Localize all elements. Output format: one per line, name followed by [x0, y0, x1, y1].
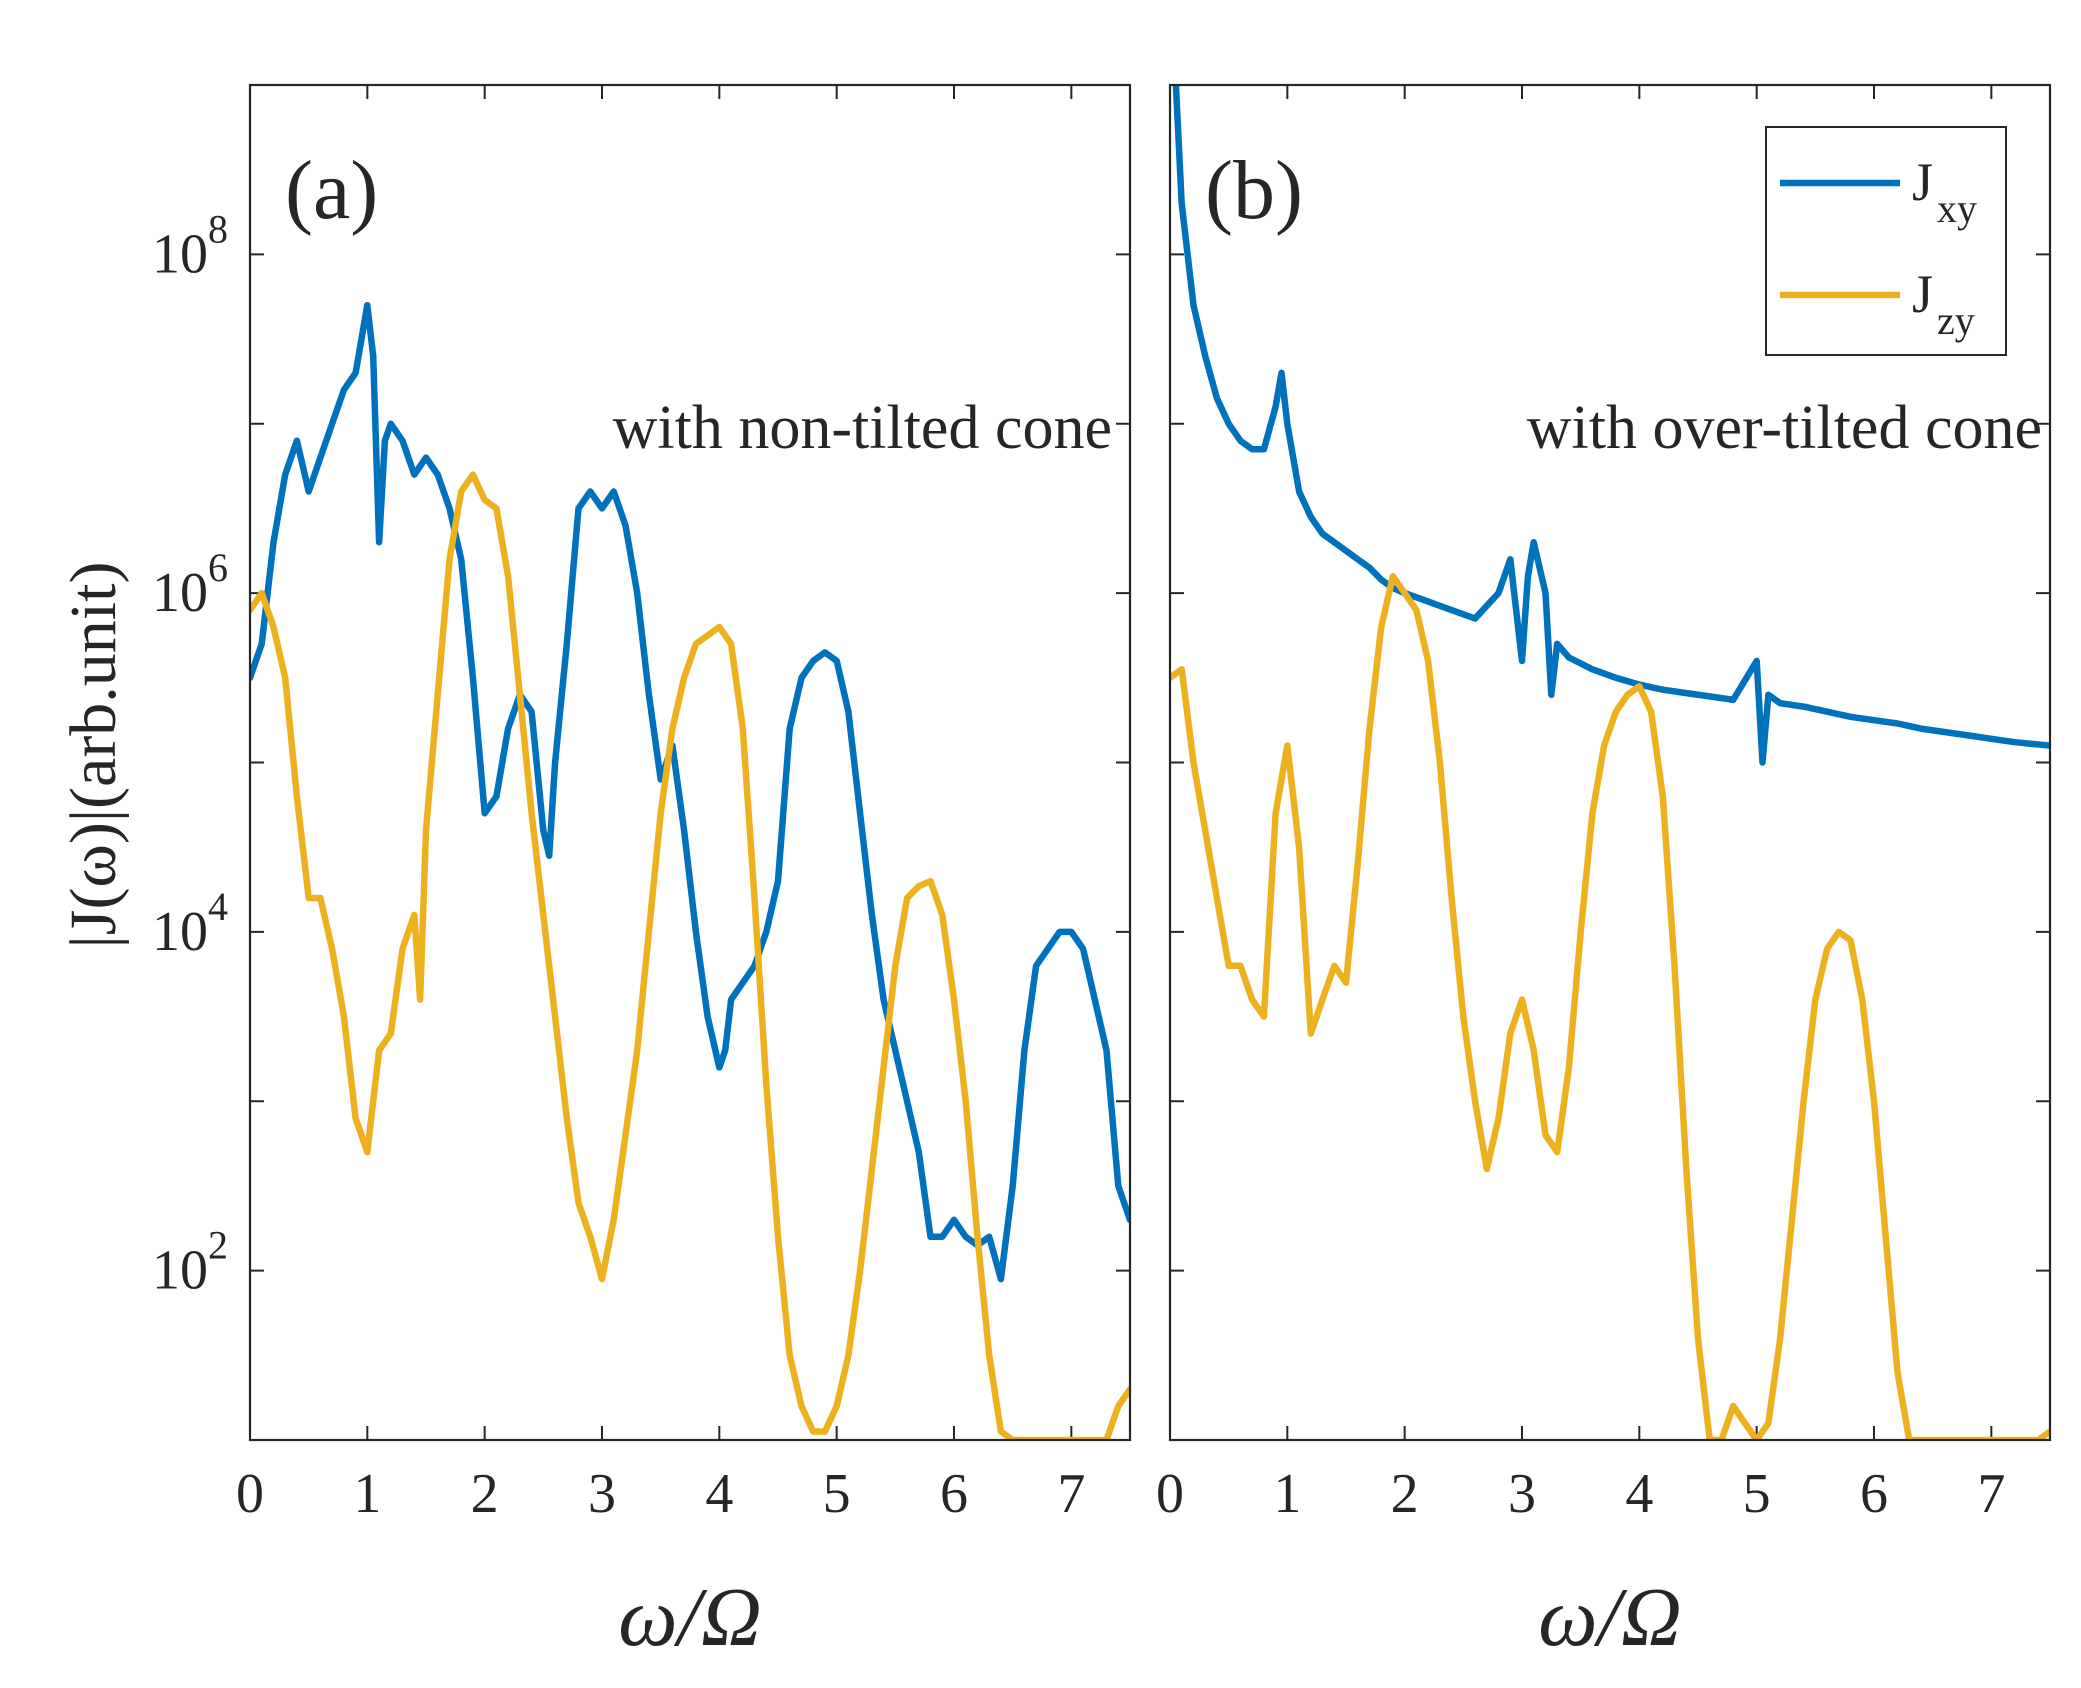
panel-a-jzy-line	[250, 471, 1130, 1440]
legend-jxy-main: J	[1912, 152, 1933, 212]
y-axis-label: |J(ω)|(arb.unit)	[57, 562, 130, 949]
panel-b-x-tick-label-6: 6	[1860, 1463, 1888, 1525]
panel-b-x-axis-label: ω/Ω	[1538, 1571, 1681, 1664]
y-tick-label-base-8: 10	[152, 223, 208, 285]
y-axis-label-text: |J(ω)|(arb.unit)	[57, 562, 130, 949]
panel-a-label: (a)	[285, 144, 378, 237]
panel-b-jzy-line	[1170, 572, 2050, 1440]
panel-b-x-tick-label-4: 4	[1625, 1463, 1653, 1525]
legend-box	[1765, 126, 2007, 356]
y-tick-label-base-2: 10	[152, 1240, 208, 1302]
panel-a-x-tick-label-1: 1	[353, 1463, 381, 1525]
y-tick-label-base-6: 10	[152, 562, 208, 624]
panel-b-jxy-line	[1172, 85, 2050, 766]
panel-a-annotation: with non-tilted cone	[613, 394, 1112, 462]
y-tick-label-2: 102	[152, 1223, 228, 1302]
panel-a-x-tick-label-3: 3	[588, 1463, 616, 1525]
panel-b-x-tick-label-7: 7	[1977, 1463, 2005, 1525]
y-tick-label-exp-6: 6	[208, 545, 228, 590]
panel-a-x-axis-label: ω/Ω	[618, 1571, 761, 1664]
panel-a-x-tick-label-5: 5	[823, 1463, 851, 1525]
panel-a-x-tick-label-4: 4	[705, 1463, 733, 1525]
panel-b-x-tick-label-0: 0	[1156, 1463, 1184, 1525]
ticks-b: 0 1 2 3 4 5 6 7	[1156, 85, 2050, 1525]
panel-b-x-tick-label-2: 2	[1391, 1463, 1419, 1525]
legend-jzy-sub: zy	[1937, 298, 1975, 343]
panel-b-axes-box	[1168, 83, 2052, 1442]
y-tick-label-exp-4: 4	[208, 884, 228, 929]
y-tick-label-base-4: 10	[152, 901, 208, 963]
y-tick-label-4: 104	[152, 884, 228, 963]
legend-jxy-sub: xy	[1937, 186, 1977, 231]
y-tick-label-exp-2: 2	[208, 1223, 228, 1268]
panel-a-x-tick-label-6: 6	[940, 1463, 968, 1525]
panel-a-x-tick-label-2: 2	[471, 1463, 499, 1525]
panel-b-x-tick-label-1: 1	[1273, 1463, 1301, 1525]
panel-a-axes-box	[248, 83, 1132, 1442]
panel-b-x-tick-label-5: 5	[1743, 1463, 1771, 1525]
panel-a-x-tick-label-0: 0	[236, 1463, 264, 1525]
panel-b-label: (b)	[1205, 144, 1303, 237]
panel-b: 0 1 2 3 4 5 6 7 (b) with over-tilted cone ω/Ω J…	[1156, 83, 2052, 1664]
panel-b-x-tick-label-3: 3	[1508, 1463, 1536, 1525]
panel-b-annotation: with over-tilted cone	[1527, 394, 2042, 462]
panel-a-x-tick-label-7: 7	[1057, 1463, 1085, 1525]
y-tick-label-exp-8: 8	[208, 206, 228, 251]
y-tick-label-6: 106	[152, 545, 228, 624]
y-tick-label-8: 108	[152, 206, 228, 285]
legend-jzy-main: J	[1912, 264, 1933, 324]
